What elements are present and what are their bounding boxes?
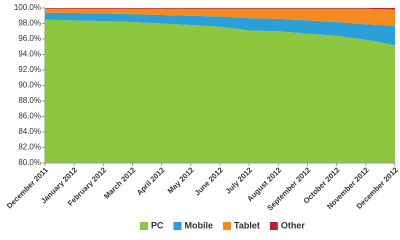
x-tick-label: July 2012 [224,165,254,195]
y-tick-label: 80.0% [18,158,41,167]
legend-swatch [173,222,182,230]
y-tick-label: 86.0% [18,112,41,121]
legend-swatch [223,222,232,230]
y-tick-label: 84.0% [18,127,41,136]
y-tick-label: 94.0% [18,50,41,59]
x-tick-label: April 2012 [135,165,167,197]
y-tick-label: 100.0% [14,3,41,12]
y-tick-label: 98.0% [18,19,41,28]
area [45,8,395,26]
legend-swatch [140,222,148,230]
plot-area [45,8,395,163]
y-tick-label: 82.0% [18,143,41,152]
legend-label: PC [151,220,164,230]
legend-label: Other [281,220,306,230]
y-tick-label: 92.0% [18,65,41,74]
legend-label: Mobile [185,220,214,230]
x-tick-label: June 2012 [193,165,225,197]
legend-swatch [269,222,278,230]
x-tick-label: May 2012 [166,165,196,195]
y-tick-label: 96.0% [18,34,41,43]
chart: 80.0% 82.0% 84.0% 86.0% 88.0% 90.0% 92.0% 94.0%… [5,3,400,230]
area [45,8,395,10]
area [45,19,395,163]
x-tick-label: March 2012 [102,165,137,200]
y-tick-label: 88.0% [18,96,41,105]
legend-label: Tablet [234,220,260,230]
area [45,12,395,46]
y-tick-label: 90.0% [18,81,41,90]
